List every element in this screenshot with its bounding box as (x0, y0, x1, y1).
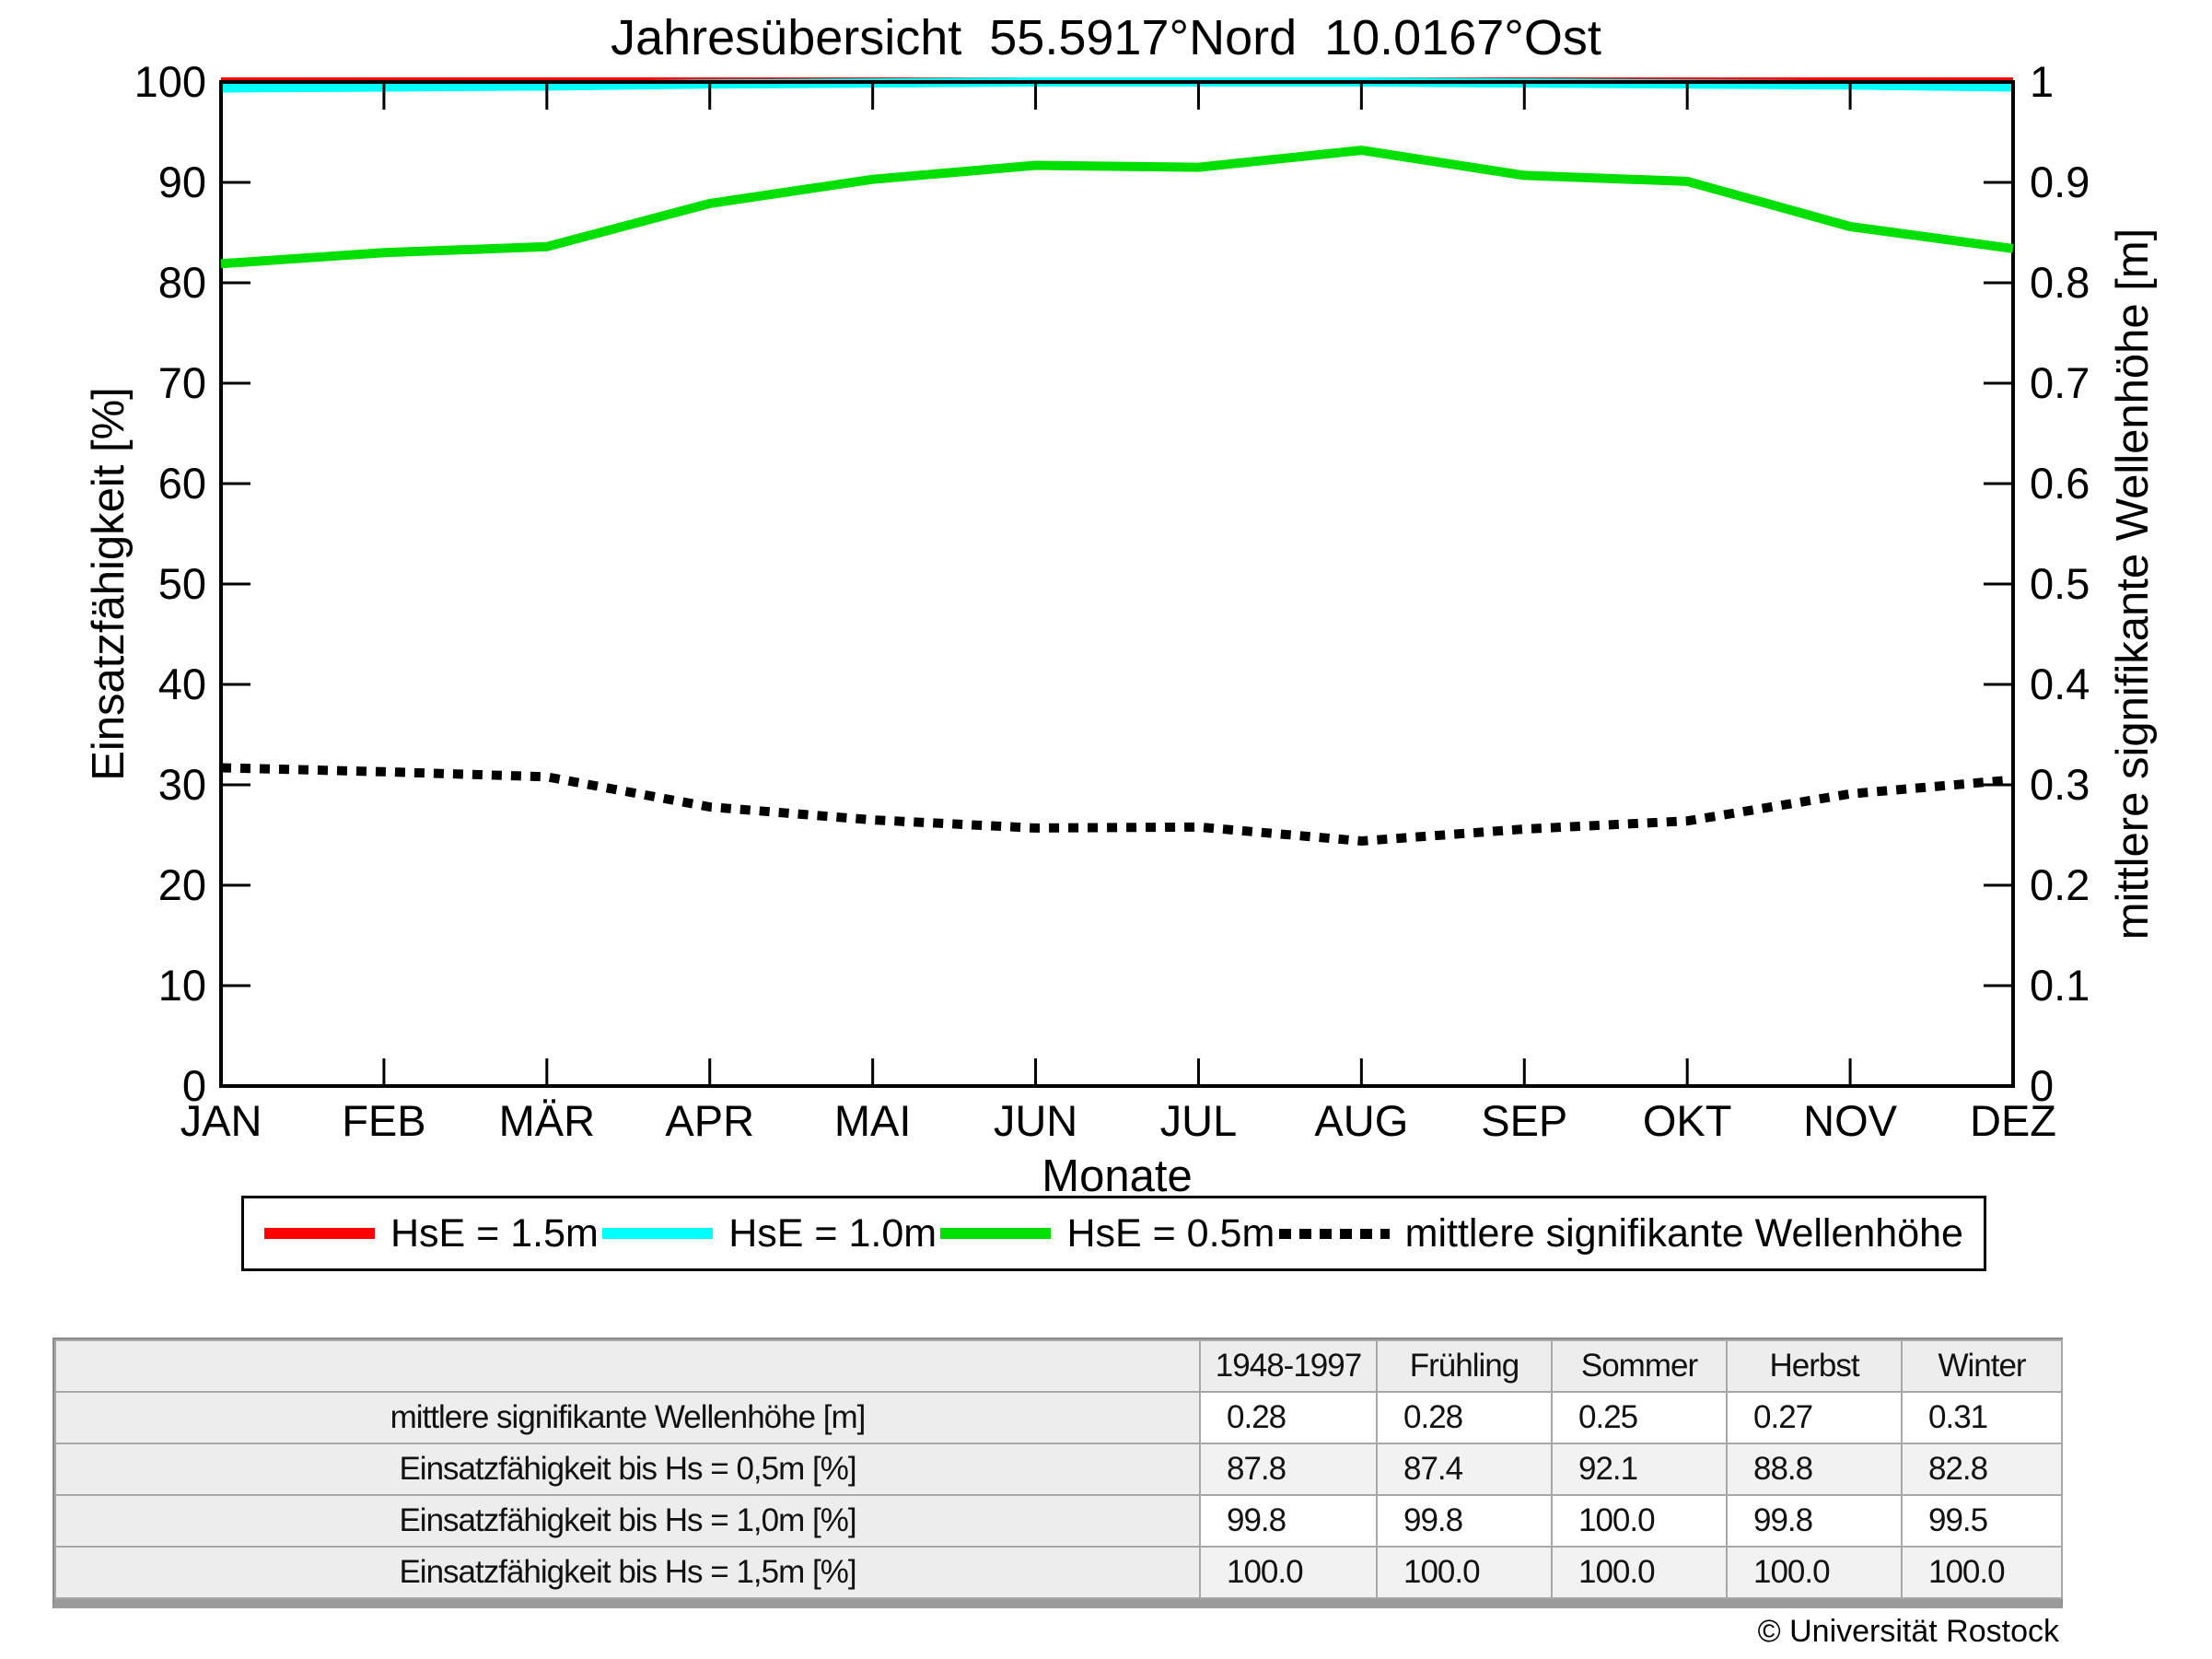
table-cell: 100.0 (1376, 1546, 1553, 1599)
table-header-cell: Herbst (1726, 1339, 1903, 1393)
x-tick-label: NOV (1803, 1096, 1898, 1145)
y-tick-label-right: 0.2 (2030, 860, 2090, 909)
table-cell: 87.4 (1376, 1443, 1553, 1496)
table-cell: 0.27 (1726, 1391, 1903, 1444)
x-tick-label: AUG (1314, 1096, 1408, 1145)
table-cell: 99.8 (1726, 1494, 1903, 1548)
x-axis-title: Monate (1042, 1151, 1192, 1198)
table-row-label: mittlere signifikante Wellenhöhe [m] (54, 1391, 1201, 1444)
table-row-label: Einsatzfähigkeit bis Hs = 0,5m [%] (54, 1443, 1201, 1496)
x-tick-label: JUN (994, 1096, 1077, 1145)
table-row: Einsatzfähigkeit bis Hs = 1,0m [%] 99.8 99… (54, 1494, 2063, 1548)
legend-item: HsE = 1.5m (264, 1210, 599, 1256)
chart-plot: 0 10 20 30 40 50 60 70 80 90 100 0 0.1 0.2 0.3 0.4 0.5 0.… (134, 57, 2090, 1198)
line-swatch (940, 1228, 1052, 1239)
y-tick-label-right: 0.8 (2030, 258, 2090, 307)
table-header-cell: 1948-1997 (1199, 1339, 1378, 1393)
table-cell: 100.0 (1551, 1494, 1728, 1548)
y-tick-label-left: 80 (158, 258, 206, 307)
table-cell: 82.8 (1901, 1443, 2063, 1496)
table-cell: 100.0 (1551, 1546, 1728, 1599)
legend-label: HsE = 1.5m (390, 1210, 599, 1256)
x-tick-label: JAN (180, 1096, 262, 1145)
y-tick-label-left: 10 (158, 961, 206, 1010)
table-row: Einsatzfähigkeit bis Hs = 0,5m [%] 87.8 87… (54, 1443, 2063, 1496)
y-tick-label-left: 20 (158, 860, 206, 909)
table-cell: 0.25 (1551, 1391, 1728, 1444)
y-tick-label-right: 0.3 (2030, 760, 2090, 809)
x-tick-label: APR (665, 1096, 754, 1145)
y-tick-label-right: 0.4 (2030, 660, 2090, 708)
y-tick-label-right: 0.6 (2030, 459, 2090, 508)
line-hse-0-5m (220, 146, 2014, 269)
y-tick-label-left: 70 (158, 358, 206, 407)
table-cell: 100.0 (1199, 1546, 1378, 1599)
x-tick-label: FEB (342, 1096, 425, 1145)
legend-label: HsE = 1.0m (728, 1210, 937, 1256)
chart-title: Jahresübersicht 55.5917°Nord 10.0167°Ost (611, 10, 1601, 65)
legend-box: HsE = 1.5m HsE = 1.0m HsE = 0.5m mittlere s… (241, 1196, 1986, 1271)
y-tick-label-left: 0 (182, 1061, 206, 1110)
y-tick-label-right: 0.1 (2030, 961, 2090, 1010)
axes-box (219, 80, 2015, 1088)
table-row-label: Einsatzfähigkeit bis Hs = 1,0m [%] (54, 1494, 1201, 1548)
table-header-cell: Winter (1901, 1339, 2063, 1393)
y-tick-label-right: 0.9 (2030, 158, 2090, 206)
table-cell: 92.1 (1551, 1443, 1728, 1496)
summary-table: 1948-1997 Frühling Sommer Herbst Winter mittl… (54, 1339, 2063, 1599)
y-tick-label-left: 30 (158, 760, 206, 809)
y-tick-label-left: 90 (158, 158, 206, 206)
table-cell: 0.28 (1376, 1391, 1553, 1444)
y-tick-label-left: 100 (134, 57, 206, 106)
dotted-line-swatch (1278, 1228, 1390, 1239)
table-cell: 0.28 (1199, 1391, 1378, 1444)
right-axis-title: mittlere signifikante Wellenhöhe [m] (2108, 228, 2158, 940)
table-row: mittlere signifikante Wellenhöhe [m] 0.28… (54, 1391, 2063, 1444)
table-cell: 100.0 (1901, 1546, 2063, 1599)
x-tick-label: SEP (1481, 1096, 1567, 1145)
summary-table-wrapper: 1948-1997 Frühling Sommer Herbst Winter mittl… (52, 1338, 2063, 1608)
x-tick-label: DEZ (1970, 1096, 2056, 1145)
legend-item: mittlere signifikante Wellenhöhe (1278, 1210, 1963, 1256)
table-cell: 99.8 (1376, 1494, 1553, 1548)
table-cell: 100.0 (1726, 1546, 1903, 1599)
table-cell: 99.8 (1199, 1494, 1378, 1548)
table-row-label: Einsatzfähigkeit bis Hs = 1,5m [%] (54, 1546, 1201, 1599)
y-tick-label-left: 40 (158, 660, 206, 708)
table-header-row: 1948-1997 Frühling Sommer Herbst Winter (54, 1339, 2063, 1393)
y-tick-label-right: 0.5 (2030, 559, 2090, 608)
line-swatch (602, 1228, 714, 1239)
y-tick-label-left: 50 (158, 559, 206, 608)
legend-label: mittlere signifikante Wellenhöhe (1404, 1210, 1963, 1256)
x-tick-label: JUL (1160, 1096, 1238, 1145)
table-header-cell: Sommer (1551, 1339, 1728, 1393)
table-header-cell: Frühling (1376, 1339, 1553, 1393)
table-cell: 0.31 (1901, 1391, 2063, 1444)
y-tick-label-left: 60 (158, 459, 206, 508)
y-tick-label-right: 0.7 (2030, 358, 2090, 407)
x-tick-label: OKT (1643, 1096, 1732, 1145)
legend-item: HsE = 1.0m (602, 1210, 937, 1256)
legend-label: HsE = 0.5m (1066, 1210, 1275, 1256)
y-tick-label-right: 0 (2030, 1061, 2054, 1110)
legend-item: HsE = 0.5m (940, 1210, 1275, 1256)
table-cell: 99.5 (1901, 1494, 2063, 1548)
x-tick-label: MÄR (499, 1096, 595, 1145)
table-row: Einsatzfähigkeit bis Hs = 1,5m [%] 100.0 1… (54, 1546, 2063, 1599)
x-tick-label: MAI (834, 1096, 912, 1145)
copyright-text: © Universität Rostock (1757, 1614, 2059, 1649)
table-cell: 87.8 (1199, 1443, 1378, 1496)
line-mittlere-signifikante-wellenh-he (220, 763, 2014, 846)
y-tick-label-right: 1 (2030, 57, 2054, 106)
table-header-cell (54, 1339, 1201, 1393)
left-axis-title: Einsatzfähigkeit [%] (84, 387, 134, 781)
line-swatch (264, 1228, 375, 1239)
table-cell: 88.8 (1726, 1443, 1903, 1496)
